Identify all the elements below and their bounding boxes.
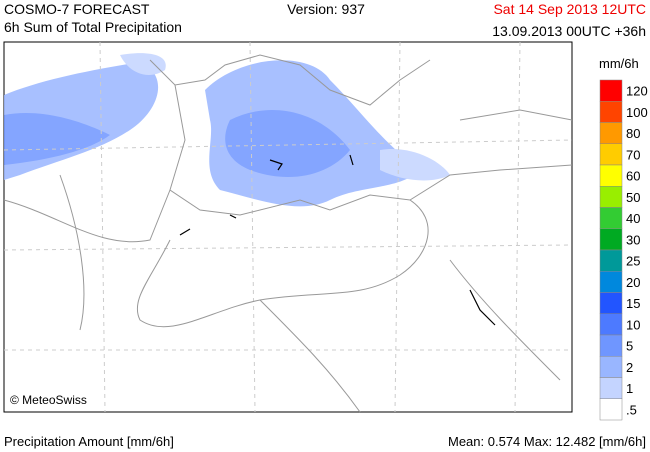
legend-label: 1	[626, 381, 633, 396]
legend-label: 100	[626, 105, 648, 120]
legend-label: 50	[626, 190, 640, 205]
legend-label: 25	[626, 254, 640, 269]
legend-swatch	[599, 313, 623, 336]
legend-swatch	[599, 122, 623, 144]
subtitle: 6h Sum of Total Precipitation	[4, 19, 182, 35]
legend-swatch	[599, 398, 623, 421]
legend-label: 80	[626, 126, 640, 141]
legend-swatch	[599, 79, 623, 102]
legend: 120 100 80 70 60 50 40 30 25 20 15 10 5 2 1 .5	[599, 79, 648, 421]
footer-left: Precipitation Amount [mm/6h]	[4, 434, 174, 449]
legend-label: 10	[626, 317, 640, 332]
legend-label: 20	[626, 275, 640, 290]
legend-label: 2	[626, 360, 633, 375]
legend-swatch	[599, 377, 623, 399]
copyright: © MeteoSwiss	[10, 393, 87, 407]
legend-label: .5	[626, 402, 637, 417]
legend-swatch	[599, 356, 623, 378]
legend-swatch	[599, 271, 623, 293]
run-time: 13.09.2013 00UTC +36h	[492, 23, 646, 39]
title: COSMO-7 FORECAST	[4, 1, 150, 17]
version: Version: 937	[287, 1, 365, 17]
legend-label: 15	[626, 296, 640, 311]
legend-swatch	[599, 292, 623, 314]
legend-label: 120	[626, 84, 648, 99]
legend-swatch	[599, 228, 623, 251]
legend-label: 5	[626, 339, 633, 354]
legend-swatch	[599, 101, 623, 123]
legend-label: 40	[626, 211, 640, 226]
valid-time: Sat 14 Sep 2013 12UTC	[493, 1, 646, 17]
legend-unit: mm/6h	[599, 56, 639, 71]
map: © MeteoSwiss	[3, 41, 573, 413]
legend-label: 70	[626, 147, 640, 162]
legend-swatch	[599, 334, 623, 357]
legend-swatch	[599, 249, 623, 272]
legend-label: 30	[626, 232, 640, 247]
footer-right: Mean: 0.574 Max: 12.482 [mm/6h]	[448, 434, 646, 449]
legend-swatch	[599, 143, 623, 166]
legend-swatch	[599, 207, 623, 229]
legend-label: 60	[626, 169, 640, 184]
legend-swatch	[599, 186, 623, 208]
legend-swatch	[599, 164, 623, 187]
